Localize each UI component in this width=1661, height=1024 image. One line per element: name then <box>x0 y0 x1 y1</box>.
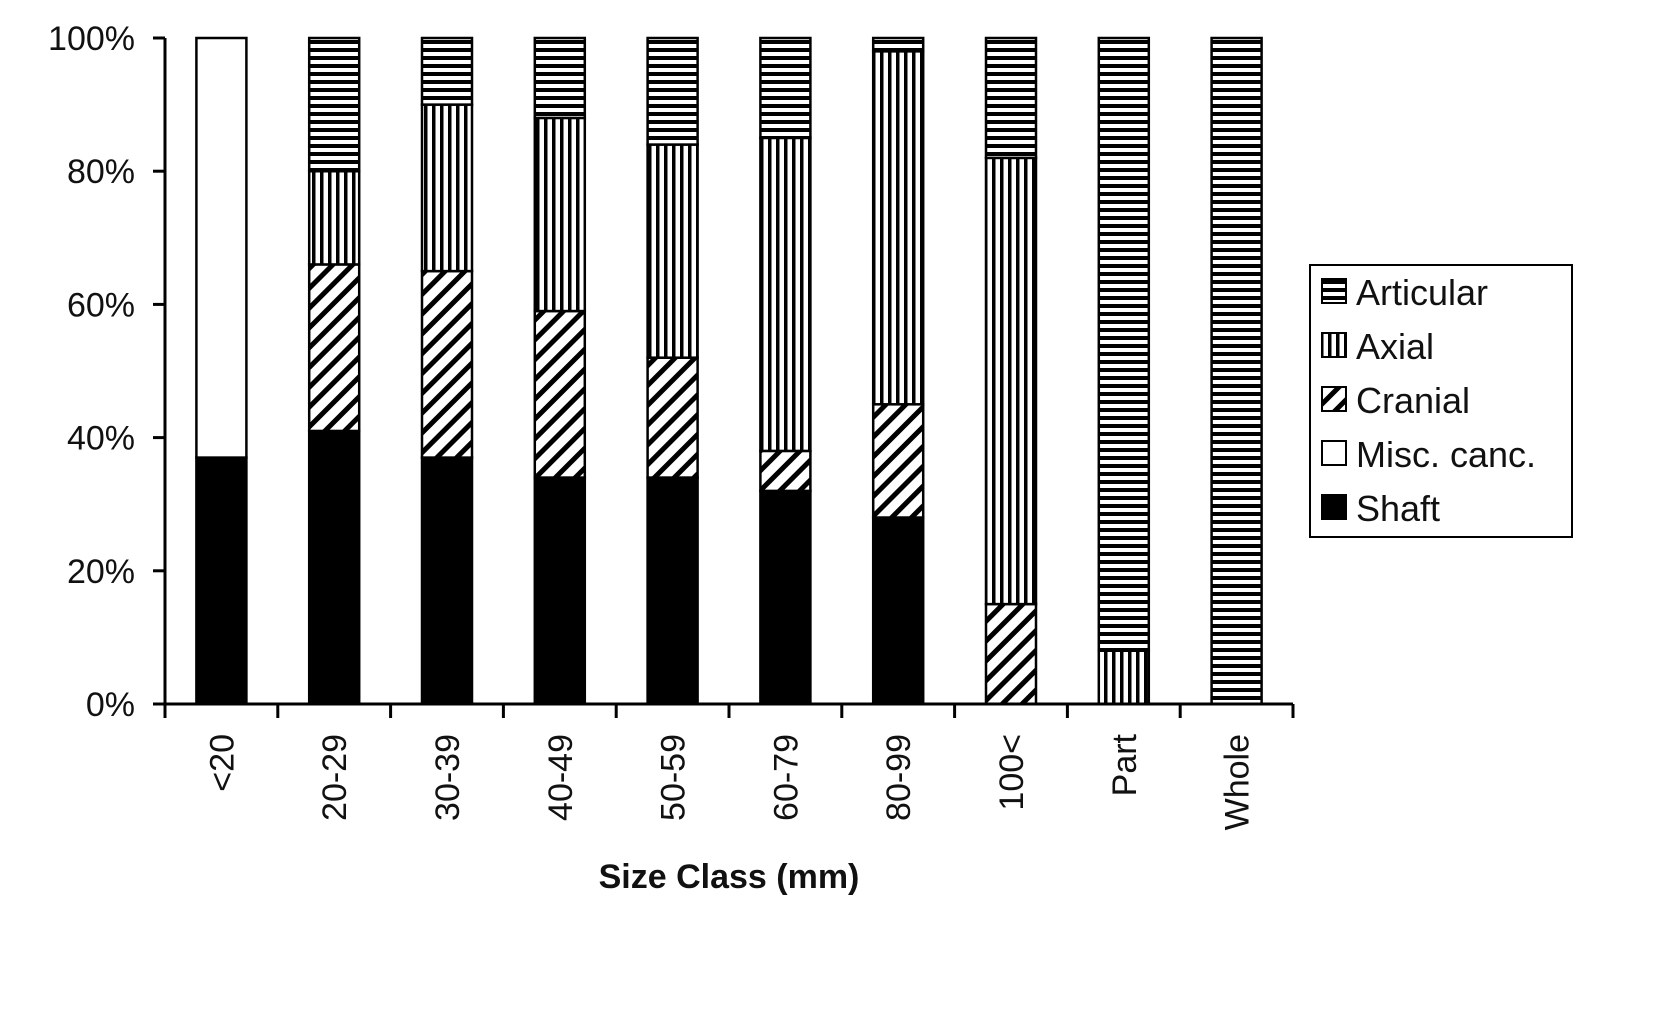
x-tick-label-40-49: 40-49 <box>542 734 580 821</box>
bar-misc-canc-20 <box>195 36 248 459</box>
x-tick-label-30-39: 30-39 <box>429 734 467 821</box>
bar-axial-80-99 <box>871 50 925 406</box>
y-tick-label: 20% <box>67 553 135 591</box>
bar-articular-part <box>1097 36 1151 652</box>
bar-shaft-80-99 <box>871 516 925 706</box>
bar-shaft-30-39 <box>420 456 474 706</box>
bar-axial-100 <box>984 156 1038 606</box>
bar-axial-40-49 <box>533 116 587 313</box>
bar-axial-50-59 <box>646 143 699 359</box>
bar-articular-60-79 <box>759 36 812 140</box>
bar-articular-20-29 <box>307 36 361 173</box>
bar-shaft-20-29 <box>307 429 361 706</box>
x-tick-label-20: <20 <box>203 734 241 792</box>
bar-cranial-40-49 <box>533 309 587 479</box>
y-tick-label: 0% <box>86 686 135 724</box>
legend-swatch-misc-canc <box>1321 440 1347 466</box>
bar-cranial-30-39 <box>420 269 474 459</box>
bar-articular-100 <box>984 36 1038 160</box>
legend-swatch-articular <box>1321 278 1347 304</box>
y-tick-label: 40% <box>67 420 135 458</box>
legend-box <box>1309 264 1573 538</box>
y-tick-label: 100% <box>48 20 135 58</box>
bar-articular-50-59 <box>646 36 699 146</box>
legend-swatch-axial <box>1321 332 1347 358</box>
legend-label-articular: Articular <box>1356 272 1488 313</box>
bar-shaft-40-49 <box>533 476 587 706</box>
x-tick-label-whole: Whole <box>1219 734 1257 830</box>
legend-items: Articular Axial Cranial Misc. canc. Shaft <box>1321 272 1536 529</box>
bars-layer <box>195 36 1263 706</box>
x-axis-title: Size Class (mm) <box>599 858 860 896</box>
x-tick-label-part: Part <box>1106 733 1144 796</box>
y-tick-label: 80% <box>67 153 135 191</box>
x-tick-label-80-99: 80-99 <box>880 734 918 821</box>
x-tick-label-50-59: 50-59 <box>655 734 693 821</box>
legend-swatch-shaft <box>1321 494 1347 520</box>
bar-axial-60-79 <box>759 136 812 453</box>
x-axis-ticks: <20 20-29 30-39 40-49 50-59 60-79 80-99 100< Par… <box>163 704 1295 830</box>
bar-cranial-20-29 <box>307 263 361 433</box>
bar-axial-30-39 <box>420 103 474 273</box>
legend-label-shaft: Shaft <box>1356 488 1440 529</box>
x-tick-label-60-79: 60-79 <box>767 734 805 821</box>
bar-shaft-60-79 <box>759 489 812 706</box>
bar-shaft-50-59 <box>646 476 699 706</box>
legend-swatch-cranial <box>1321 386 1347 412</box>
legend-label-axial: Axial <box>1356 326 1434 367</box>
bar-cranial-100 <box>984 602 1038 706</box>
legend-label-cranial: Cranial <box>1356 380 1470 421</box>
bar-articular-30-39 <box>420 36 474 106</box>
y-tick-label: 60% <box>67 286 135 324</box>
bar-articular-40-49 <box>533 36 587 120</box>
bar-articular-80-99 <box>871 36 925 53</box>
y-axis-ticks: 0% 20% 40% 60% 80% 100% <box>48 20 165 724</box>
x-tick-label-100: 100< <box>993 734 1031 811</box>
bar-cranial-60-79 <box>759 449 812 493</box>
legend-label-misc-canc: Misc. canc. <box>1356 434 1536 475</box>
legend: Articular Axial Cranial Misc. canc. Shaft <box>1309 264 1573 538</box>
x-tick-label-20-29: 20-29 <box>316 734 354 821</box>
bar-shaft-20 <box>195 456 248 706</box>
bar-axial-part <box>1097 649 1151 706</box>
bar-articular-whole <box>1210 36 1263 706</box>
bar-cranial-80-99 <box>871 403 925 519</box>
bar-cranial-50-59 <box>646 356 699 479</box>
bar-axial-20-29 <box>307 169 361 266</box>
